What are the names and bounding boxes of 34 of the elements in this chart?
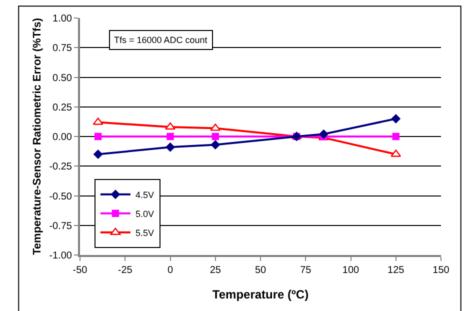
point: [94, 150, 103, 159]
x-tick-label: 100: [342, 265, 360, 276]
x-tick-label: 25: [210, 265, 222, 276]
y-tick-label: 0.00: [52, 132, 72, 143]
legend-label: 5.0V: [135, 208, 154, 219]
legend-label: 4.5V: [135, 190, 154, 200]
x-tick-label: 50: [254, 265, 266, 276]
point: [391, 114, 400, 124]
point: [212, 132, 219, 140]
x-tick-label: 75: [300, 265, 312, 276]
point: [166, 132, 174, 140]
x-tick-label: -25: [118, 265, 133, 276]
y-tick-label: -1.00: [49, 250, 72, 262]
x-tick-label: -50: [72, 265, 88, 276]
y-tick-label: -0.50: [49, 191, 72, 202]
point: [94, 132, 102, 140]
point: [165, 122, 176, 130]
point: [319, 130, 328, 139]
point: [166, 142, 175, 152]
point: [210, 140, 220, 150]
point: [392, 132, 400, 140]
x-tick-label: 0: [167, 265, 174, 276]
y-tick-label: 0.75: [52, 43, 72, 54]
y-tick-label: -0.25: [49, 162, 72, 173]
y-axis-title: Temperature-Sensor Ratiometric Error (%Tfs): [31, 18, 44, 255]
x-axis-title: Temperature (ºC): [212, 287, 309, 302]
legend-label: 5.5V: [135, 228, 154, 238]
y-tick-label: -0.75: [49, 220, 72, 232]
annotation: Tfs = 16000 ADC count: [114, 35, 208, 45]
y-tick-label: 0.50: [52, 72, 72, 84]
x-tick-label: 150: [432, 265, 450, 276]
y-tick-label: 0.25: [52, 102, 72, 114]
x-tick-label: 125: [388, 265, 405, 276]
y-tick-label: 1.00: [52, 14, 72, 24]
